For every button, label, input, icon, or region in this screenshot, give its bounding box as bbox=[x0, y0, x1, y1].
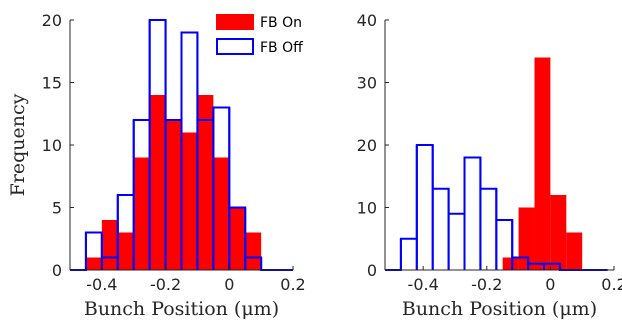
x-tick-label: -0.4 bbox=[408, 275, 439, 294]
y-tick-label: 20 bbox=[357, 136, 377, 155]
legend-swatch-fb-off bbox=[216, 38, 254, 55]
outline-fb-off-left bbox=[70, 19, 293, 271]
bar-fb-on bbox=[181, 132, 198, 270]
bar-fb-on bbox=[101, 220, 118, 270]
bar-fb-on bbox=[213, 157, 230, 270]
y-tick-label: 0 bbox=[52, 261, 62, 280]
bar-fb-on bbox=[566, 232, 583, 270]
bar-fb-on bbox=[518, 207, 535, 270]
x-tick-label: 0.2 bbox=[601, 275, 622, 294]
y-tick-label: 0 bbox=[367, 261, 377, 280]
histogram-left: 0 5 10 15 20 -0.4 -0.2 0 0.2 Bunch Position (μm)… bbox=[7, 11, 307, 320]
bar-fb-on bbox=[534, 57, 551, 270]
bar-fb-on bbox=[197, 95, 214, 270]
x-tick-label: 0 bbox=[545, 275, 555, 294]
x-axis-label-left: Bunch Position (μm) bbox=[84, 298, 279, 320]
x-tick-label: 0 bbox=[224, 275, 234, 294]
y-tick-label: 10 bbox=[357, 199, 377, 218]
bars-fb-on-right bbox=[502, 57, 583, 270]
bar-fb-on bbox=[245, 232, 262, 270]
ticks-right: 0 10 20 30 40 -0.4 -0.2 0 0.2 bbox=[357, 11, 622, 294]
ticks-left: 0 5 10 15 20 -0.4 -0.2 0 0.2 bbox=[42, 11, 306, 294]
legend-label-fb-on: FB On bbox=[260, 15, 302, 31]
bar-fb-on bbox=[149, 95, 166, 270]
x-tick-label: -0.4 bbox=[86, 275, 117, 294]
histogram-right: 0 10 20 30 40 -0.4 -0.2 0 0.2 Bunch Position (μm… bbox=[357, 11, 622, 320]
bar-fb-on bbox=[502, 257, 519, 270]
y-axis-label-left: Frequency bbox=[7, 93, 29, 196]
y-tick-label: 10 bbox=[42, 136, 62, 155]
bar-fb-on bbox=[165, 120, 182, 270]
bar-fb-on bbox=[550, 195, 567, 270]
x-axis-label-right: Bunch Position (μm) bbox=[402, 298, 597, 320]
x-tick-label: 0.2 bbox=[280, 275, 305, 294]
y-tick-label: 30 bbox=[357, 74, 377, 93]
x-tick-label: -0.2 bbox=[471, 275, 502, 294]
x-tick-label: -0.2 bbox=[150, 275, 181, 294]
bar-fb-on bbox=[229, 207, 246, 270]
y-tick-label: 40 bbox=[357, 11, 377, 30]
y-tick-label: 5 bbox=[52, 199, 62, 218]
bars-fb-on-left bbox=[85, 95, 262, 270]
y-tick-label: 20 bbox=[42, 11, 62, 30]
bar-fb-on bbox=[133, 157, 150, 270]
legend: FB On FB Off bbox=[215, 13, 307, 65]
legend-swatch-fb-on bbox=[216, 14, 254, 30]
y-tick-label: 15 bbox=[42, 74, 62, 93]
bar-fb-on bbox=[117, 232, 134, 270]
bar-fb-on bbox=[85, 257, 102, 270]
outline-fb-off-right bbox=[385, 144, 608, 271]
legend-label-fb-off: FB Off bbox=[260, 40, 303, 56]
